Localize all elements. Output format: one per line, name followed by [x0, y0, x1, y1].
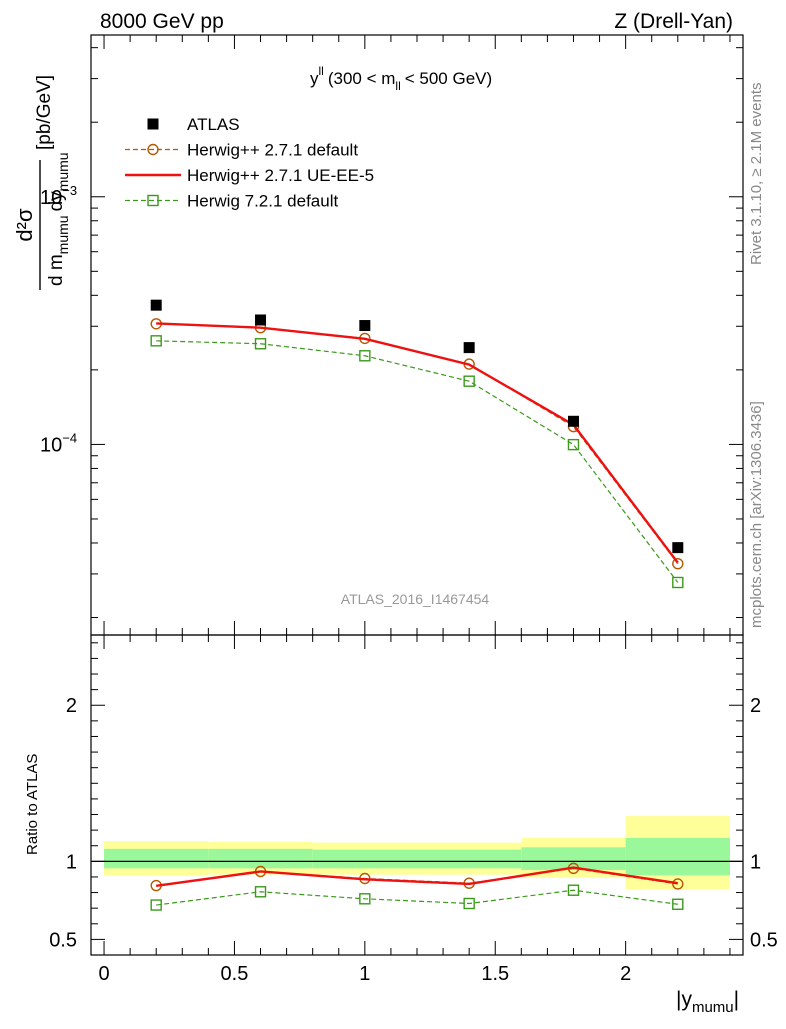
- ratio-series-1-line: [156, 866, 678, 888]
- main-series-2-line: [156, 322, 679, 564]
- ratio-series-2-point-3: [463, 897, 475, 910]
- ratio-band-inner-3: [417, 849, 522, 869]
- rivet-label: Rivet 3.1.10, ≥ 2.1M events: [748, 83, 765, 266]
- ratio-band-inner-4: [521, 847, 626, 870]
- main-series-0-point-0: [150, 299, 162, 311]
- main-series-3-line: [156, 340, 679, 583]
- x-axis-label: |ymumu|: [676, 988, 739, 1016]
- y-tick-label-ratio-left-1: 1: [66, 851, 77, 873]
- main-series-0: [150, 299, 684, 554]
- plot-label-sup: ll: [319, 64, 324, 78]
- x-tick-label-1: 1: [359, 963, 370, 985]
- legend-marker-3: [147, 194, 159, 207]
- y-tick-label-ratio-left-2: 2: [66, 695, 77, 717]
- main-series-0-point-5: [672, 542, 684, 554]
- main-series-1: [150, 318, 684, 570]
- ratio-series-2-point-4: [567, 884, 580, 896]
- plot-label-end: < 500 GeV): [405, 69, 492, 88]
- ratio-y-label: Ratio to ATLAS: [24, 754, 41, 855]
- main-series-3-point-4: [567, 438, 580, 451]
- header-right: Z (Drell-Yan): [614, 10, 733, 33]
- ratio-series-1: [156, 866, 678, 888]
- main-y-label: d²σ d mmumudymumu [pb/GeV]: [12, 75, 71, 290]
- x-tick-label-0.5: 0.5: [221, 963, 249, 985]
- ratio-series-2: [150, 884, 684, 911]
- main-series-1-point-5: [672, 557, 684, 570]
- ratio-series-2-point-2: [359, 893, 371, 905]
- ylabel-den-sub1: mumu: [55, 215, 71, 254]
- main-series-3: [150, 335, 684, 589]
- main-series-3-point-5: [672, 576, 684, 589]
- ratio-band-inner-2: [312, 849, 417, 869]
- y-tick-label-ratio-left-0.5: 0.5: [49, 929, 77, 951]
- main-series-1-line: [156, 323, 679, 565]
- legend-label-3: Herwig 7.2.1 default: [187, 192, 338, 211]
- plot-label-mid: (300 < m: [328, 69, 396, 88]
- ylabel-unit: [pb/GeV]: [34, 75, 55, 150]
- ylabel-numerator: d²σ: [12, 208, 37, 242]
- main-series-0-point-2: [359, 320, 371, 332]
- main-series-2: [156, 322, 679, 564]
- y-tick-label-base-1: 10: [40, 187, 62, 209]
- ratio-axis-ticks: 0 0.5 1 1.5 2 0.5 0.5 1 1 2 2: [49, 635, 778, 985]
- mcplots-label: mcplots.cern.ch [arXiv:1306.3436]: [748, 401, 765, 628]
- legend: ATLAS Herwig++ 2.7.1 default Herwig++ 2.7.…: [125, 115, 374, 211]
- y-tick-label-ratio-right-2: 2: [750, 695, 761, 717]
- xlabel-sub: mumu: [692, 999, 734, 1016]
- ratio-uncertainty-bands: [91, 816, 743, 890]
- legend-label-2: Herwig++ 2.7.1 UE-EE-5: [187, 166, 374, 185]
- ylabel-den-d1: d m: [46, 254, 67, 286]
- ylabel-denominator: d mmumudymumu: [46, 152, 71, 286]
- main-series-layer: [150, 299, 684, 589]
- ratio-series-0-point-5: [672, 878, 684, 890]
- header-left: 8000 GeV pp: [100, 10, 224, 33]
- main-series-0-point-1: [255, 314, 267, 326]
- ratio-band-inner-0: [104, 848, 209, 869]
- ratio-band-inner-5: [625, 837, 730, 876]
- y-tick-label-ratio-right-0.5: 0.5: [750, 929, 778, 951]
- y-tick-label-main-0: 10−4: [40, 430, 77, 456]
- main-series-3-point-3: [463, 375, 475, 387]
- ratio-series-2-point-5: [672, 898, 684, 910]
- analysis-watermark: ATLAS_2016_I1467454: [341, 591, 490, 607]
- y-tick-label-main-1: 10−3: [40, 183, 77, 209]
- y-tick-label-exp-1: −3: [62, 183, 77, 198]
- plot-label-sub: ll: [395, 79, 400, 93]
- main-axis-ticks: 10−410−3: [40, 35, 743, 635]
- main-series-3-point-2: [359, 350, 371, 362]
- ratio-series-layer: [150, 862, 684, 911]
- xlabel-end: |: [734, 988, 739, 1011]
- plot-label: yll (300 < mll < 500 GeV): [310, 64, 492, 93]
- ratio-series-2-point-0: [150, 899, 162, 911]
- main-series-3-point-0: [150, 335, 162, 347]
- legend-label-1: Herwig++ 2.7.1 default: [187, 141, 358, 160]
- main-series-0-point-4: [567, 415, 579, 427]
- ylabel-den-sub2: mumu: [55, 152, 71, 191]
- x-tick-label-2: 2: [620, 963, 631, 985]
- y-tick-label-ratio-right-1: 1: [750, 851, 761, 873]
- ratio-series-2-point-1: [254, 886, 267, 898]
- ratio-series-2-line: [156, 889, 678, 906]
- main-series-0-point-3: [463, 342, 475, 354]
- x-tick-label-1.5: 1.5: [481, 963, 509, 985]
- xlabel-main: |y: [676, 988, 692, 1011]
- legend-label-0: ATLAS: [187, 115, 240, 134]
- x-tick-label-0: 0: [98, 963, 109, 985]
- plot-label-main: y: [310, 69, 319, 88]
- y-tick-label-base-0: 10: [40, 434, 62, 456]
- ylabel-den-d2: dy: [46, 191, 67, 212]
- legend-marker-0: [147, 118, 159, 130]
- y-tick-label-exp-0: −4: [62, 430, 77, 445]
- legend-marker-1: [147, 143, 159, 156]
- ratio-panel-frame: [90, 634, 744, 956]
- ratio-band-inner-1: [208, 848, 313, 869]
- main-series-3-point-1: [254, 338, 267, 350]
